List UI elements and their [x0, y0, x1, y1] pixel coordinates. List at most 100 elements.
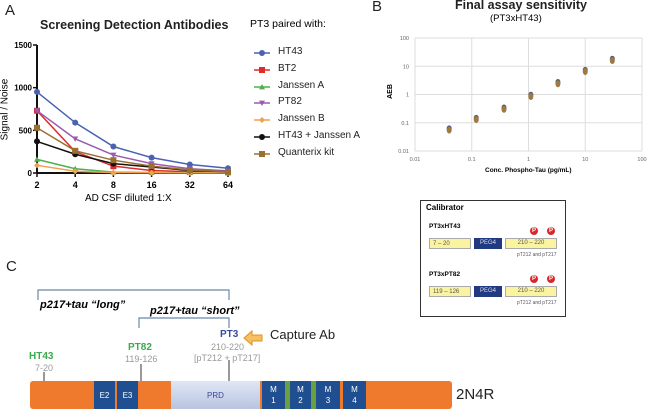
chart-b-title: Final assay sensitivity	[455, 0, 588, 12]
pt82-label: PT82	[128, 342, 152, 353]
data-point	[72, 119, 79, 126]
data-point	[110, 157, 117, 164]
phospho-icon: P	[530, 275, 538, 283]
linker	[285, 381, 290, 409]
x-tick-label: 8	[111, 180, 116, 190]
x-tick-label: 64	[223, 180, 233, 190]
segment-m1: M 1	[262, 381, 285, 409]
long-bracket	[37, 289, 230, 300]
x-tick-label: 32	[185, 180, 195, 190]
x-tick-label: 10	[582, 157, 588, 163]
legend-title: PT3 paired with:	[250, 18, 326, 30]
calibrator-name: PT3xPT82	[429, 271, 461, 278]
data-point	[72, 147, 79, 154]
data-point	[110, 143, 117, 150]
data-point	[34, 108, 40, 114]
short-label: p217+tau “short”	[150, 305, 240, 317]
y-tick-label: 0.01	[398, 149, 409, 155]
data-point	[34, 88, 40, 95]
chart-a-title: Screening Detection Antibodies	[40, 18, 229, 32]
phospho-icon: P	[547, 275, 555, 283]
chart-a: 0 500 1000 1500 2 4 8 16 32 64	[14, 41, 233, 190]
data-point	[148, 169, 155, 176]
calibrator-note: pT212 and pT217	[517, 300, 557, 306]
y-tick-label: 0.1	[401, 121, 409, 127]
short-bracket	[138, 317, 230, 328]
ht43-range: 7-20	[35, 363, 54, 373]
y-tick-label: 0	[28, 169, 33, 178]
legend-item: Quanterix kit	[252, 147, 342, 161]
legend-label: BT2	[278, 62, 297, 74]
chart-a-xlabel: AD CSF diluted 1:X	[85, 193, 172, 204]
series-line	[36, 110, 229, 174]
data-point	[34, 156, 40, 162]
x-tick-label: 2	[34, 180, 39, 190]
series-line	[36, 127, 229, 173]
y-tick-label: 1500	[14, 41, 32, 50]
data-point	[501, 105, 507, 113]
chart-b-xlabel: Conc. Phospho-Tau (pg/mL)	[485, 167, 572, 174]
data-point	[34, 162, 40, 169]
phospho-icon: P	[530, 227, 538, 235]
calibrator-note: pT212 and pT217	[517, 252, 557, 258]
data-point	[186, 161, 193, 168]
x-tick-label: 0.01	[410, 157, 421, 163]
data-point	[528, 92, 534, 100]
legend-marker	[254, 50, 270, 56]
legend-label: Quanterix kit	[278, 146, 335, 158]
segment-m2: M 2	[290, 381, 311, 409]
y-tick-label: 500	[19, 126, 33, 135]
legend-item: BT2	[252, 63, 342, 77]
phospho-icon: P	[547, 227, 555, 235]
data-point	[34, 138, 40, 145]
data-point	[110, 169, 117, 176]
segment-prd: PRD	[171, 381, 260, 409]
pt3-range: 210-220	[211, 342, 245, 352]
chart-b-subtitle: (PT3xHT43)	[490, 13, 542, 24]
legend-label: HT43 + Janssen A	[278, 130, 360, 141]
panel-label-a: A	[5, 2, 16, 19]
segment-e3: E3	[117, 381, 138, 409]
data-point	[72, 136, 79, 142]
legend-label: Janssen A	[278, 79, 325, 91]
data-point	[609, 56, 615, 64]
legend-marker	[254, 150, 270, 157]
y-tick-label: 100	[400, 36, 409, 42]
calibrator-left-peptide: 119 – 126	[429, 286, 471, 297]
data-point	[34, 124, 40, 131]
pt3-sites: [pT212 + pT217]	[194, 353, 261, 363]
data-point	[148, 154, 155, 161]
legend-marker	[254, 100, 270, 107]
calibrator-title: Calibrator	[426, 203, 464, 212]
data-point	[225, 168, 231, 175]
x-tick-label: 16	[147, 180, 157, 190]
calibrator-box: Calibrator PT3xHT43 7 – 20 PEG4 210 – 22…	[420, 200, 566, 317]
calibrator-left-peptide: 7 – 20	[429, 238, 471, 249]
legend-marker	[254, 66, 270, 73]
peg4-linker: PEG4	[474, 286, 502, 297]
data-point	[72, 168, 79, 175]
data-point	[148, 163, 155, 170]
x-tick-label: 0.1	[468, 157, 476, 163]
series-line	[36, 164, 229, 174]
y-tick-label: 10	[403, 64, 409, 70]
peg4-linker: PEG4	[474, 238, 502, 249]
segment-m3: M 3	[316, 381, 340, 409]
data-point	[186, 167, 193, 174]
linker	[311, 381, 316, 409]
data-point	[446, 126, 452, 134]
series-quanterix-kit	[34, 124, 231, 175]
calibrator-right-peptide: 210 – 220	[505, 238, 557, 249]
legend-item: Janssen A	[252, 80, 342, 94]
x-tick-label: 1	[527, 157, 530, 163]
data-point	[110, 152, 117, 159]
legend-item: Janssen B	[252, 113, 342, 127]
x-tick-label: 4	[73, 180, 78, 190]
data-point	[473, 116, 479, 124]
ht43-label: HT43	[29, 351, 54, 362]
segment-m4: M 4	[343, 381, 366, 409]
x-tick-label: 100	[637, 157, 646, 163]
pt82-range: 119-126	[125, 354, 158, 364]
